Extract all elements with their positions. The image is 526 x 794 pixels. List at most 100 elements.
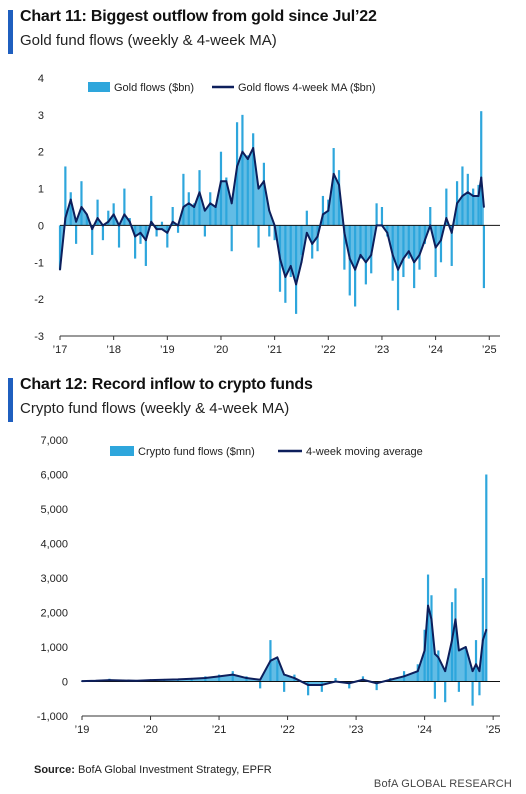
ma-point bbox=[389, 678, 392, 681]
flow-bar bbox=[64, 166, 67, 226]
ma-point bbox=[477, 195, 480, 197]
legend-label-bars: Crypto fund flows ($mn) bbox=[138, 446, 255, 458]
flow-bar bbox=[259, 681, 262, 689]
ma-point bbox=[284, 276, 287, 278]
flow-bar bbox=[380, 207, 384, 226]
x-tick-label: ’22 bbox=[280, 724, 295, 736]
flow-bar bbox=[80, 181, 83, 226]
x-tick-label: ’20 bbox=[143, 724, 158, 736]
chart-subtitle: Gold fund flows (weekly & 4-week MA) bbox=[20, 32, 277, 49]
y-tick-label: -3 bbox=[34, 331, 44, 343]
y-tick-label: 2 bbox=[38, 147, 44, 159]
flow-bar bbox=[478, 681, 481, 696]
ma-point bbox=[135, 679, 138, 682]
flow-bar bbox=[257, 225, 260, 248]
ma-point bbox=[338, 183, 340, 186]
y-tick-label: 3,000 bbox=[40, 573, 68, 585]
ma-point bbox=[218, 675, 220, 678]
y-tick-label: -1 bbox=[34, 257, 44, 269]
ma-point bbox=[123, 213, 126, 216]
ma-point bbox=[107, 220, 110, 223]
ma-point bbox=[139, 231, 142, 234]
flow-bar bbox=[166, 225, 169, 248]
flow-bar bbox=[101, 225, 105, 241]
ma-point bbox=[402, 257, 405, 260]
flow-bar bbox=[230, 225, 233, 252]
ma-point bbox=[96, 217, 99, 219]
legend-label-bars: Gold flows ($bn) bbox=[114, 82, 194, 94]
ma-point bbox=[220, 180, 222, 183]
flow-bar bbox=[481, 578, 484, 682]
y-tick-label: 0 bbox=[38, 220, 44, 232]
flow-bar bbox=[439, 225, 443, 263]
legend-swatch-bars bbox=[110, 446, 134, 456]
chart-subtitle: Crypto fund flows (weekly & 4-week MA) bbox=[20, 400, 290, 417]
ma-point bbox=[423, 239, 426, 242]
brand-footer: BofA GLOBAL RESEARCH bbox=[373, 778, 512, 790]
flow-bar bbox=[375, 203, 378, 226]
ma-point bbox=[273, 224, 276, 227]
flow-bar bbox=[433, 681, 437, 699]
ma-point bbox=[320, 684, 323, 686]
flow-bar bbox=[434, 225, 437, 278]
flow-bar bbox=[444, 681, 447, 703]
ma-point bbox=[456, 202, 458, 205]
ma-point bbox=[230, 202, 233, 205]
y-tick-label: 0 bbox=[62, 677, 68, 689]
ma-point bbox=[214, 206, 217, 208]
y-tick-label: 5,000 bbox=[40, 504, 68, 516]
flow-bar bbox=[117, 225, 121, 248]
flow-bar bbox=[307, 681, 310, 696]
x-tick-label: ’17 bbox=[53, 344, 68, 356]
x-tick-label: ’20 bbox=[214, 344, 229, 356]
x-tick-label: ’24 bbox=[428, 344, 443, 356]
flow-bar bbox=[123, 188, 126, 226]
ma-point bbox=[429, 224, 432, 227]
ma-point bbox=[171, 220, 174, 223]
ma-point bbox=[259, 678, 262, 681]
ma-line bbox=[81, 604, 488, 686]
ma-point bbox=[403, 675, 405, 678]
ma-point bbox=[279, 257, 281, 260]
ma-point bbox=[209, 202, 212, 205]
ma-point bbox=[444, 670, 447, 673]
ma-point bbox=[246, 158, 249, 160]
ma-point bbox=[283, 673, 286, 676]
ma-point bbox=[316, 235, 319, 238]
flow-bar bbox=[273, 225, 276, 241]
flow-bar bbox=[320, 681, 323, 692]
ma-point bbox=[245, 677, 248, 679]
ma-point bbox=[483, 206, 485, 208]
flow-bar bbox=[182, 173, 185, 226]
ma-point bbox=[85, 213, 88, 216]
flow-bar bbox=[429, 207, 432, 226]
legend-label-line: 4-week moving average bbox=[306, 446, 423, 458]
ma-point bbox=[155, 228, 158, 231]
flow-bar bbox=[316, 225, 319, 252]
ma-point bbox=[450, 231, 453, 234]
legend: Crypto fund flows ($mn) 4-week moving av… bbox=[110, 446, 423, 458]
ma-point bbox=[418, 254, 421, 256]
ma-point bbox=[80, 206, 83, 208]
x-tick-label: ’24 bbox=[417, 724, 432, 736]
x-tick-label: ’18 bbox=[106, 344, 121, 356]
ma-point bbox=[122, 679, 125, 682]
ma-point bbox=[434, 653, 436, 655]
flow-bar bbox=[283, 681, 286, 692]
source-note: Source: BofA Global Investment Strategy,… bbox=[34, 764, 272, 776]
ma-point bbox=[161, 228, 163, 231]
ma-point bbox=[300, 261, 303, 264]
ma-point bbox=[59, 268, 61, 271]
y-tick-label: -1,000 bbox=[37, 711, 68, 723]
flow-bar bbox=[334, 678, 337, 682]
ma-point bbox=[193, 206, 196, 208]
ma-point bbox=[464, 646, 467, 648]
chart-title: Chart 11: Biggest outflow from gold sinc… bbox=[20, 8, 377, 25]
ma-point bbox=[91, 228, 94, 231]
crypto-chart: Crypto fund flows ($mn) 4-week moving av… bbox=[37, 435, 501, 736]
ma-point bbox=[177, 678, 179, 681]
ma-area bbox=[82, 605, 487, 685]
x-tick-label: ’22 bbox=[321, 344, 336, 356]
legend-swatch-bars bbox=[88, 82, 110, 92]
ma-point bbox=[75, 220, 77, 223]
